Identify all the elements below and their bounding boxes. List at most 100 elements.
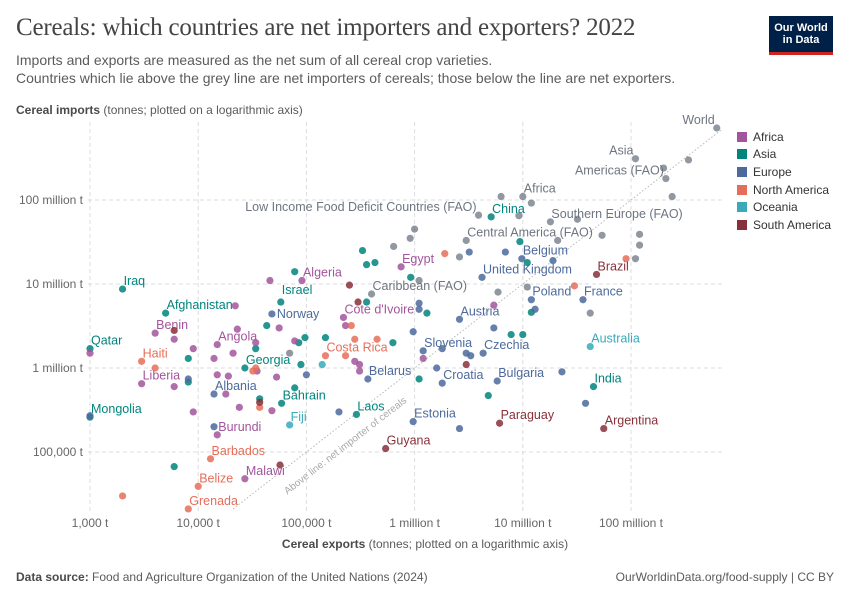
- data-point[interactable]: [138, 357, 146, 365]
- data-point[interactable]: [523, 283, 531, 291]
- data-point[interactable]: [321, 352, 330, 360]
- data-point[interactable]: [371, 258, 379, 267]
- data-point[interactable]: [278, 399, 286, 407]
- data-point[interactable]: [523, 258, 531, 267]
- data-point[interactable]: [256, 398, 264, 406]
- data-point[interactable]: [241, 364, 249, 372]
- data-point[interactable]: [291, 384, 299, 392]
- data-point[interactable]: [631, 155, 640, 163]
- data-point[interactable]: [589, 383, 598, 391]
- data-point[interactable]: [86, 412, 94, 420]
- data-point[interactable]: [586, 309, 594, 317]
- data-point[interactable]: [210, 423, 218, 431]
- data-point[interactable]: [479, 349, 487, 357]
- data-point[interactable]: [151, 329, 159, 337]
- data-point[interactable]: [189, 345, 197, 353]
- data-point[interactable]: [415, 299, 423, 307]
- data-point[interactable]: [277, 298, 285, 306]
- data-point[interactable]: [397, 263, 405, 271]
- data-point[interactable]: [286, 349, 294, 357]
- data-point[interactable]: [184, 505, 192, 513]
- data-point[interactable]: [224, 372, 232, 380]
- owid-logo[interactable]: Our World in Data: [769, 16, 833, 55]
- data-point[interactable]: [321, 334, 330, 342]
- data-point[interactable]: [527, 199, 535, 207]
- data-point[interactable]: [233, 325, 241, 333]
- data-point[interactable]: [170, 335, 178, 343]
- data-point[interactable]: [341, 321, 350, 330]
- data-point[interactable]: [554, 236, 562, 245]
- data-point[interactable]: [335, 408, 343, 416]
- data-point[interactable]: [170, 326, 178, 335]
- data-point[interactable]: [490, 324, 498, 332]
- data-point[interactable]: [256, 403, 264, 411]
- data-point[interactable]: [518, 255, 526, 263]
- data-point[interactable]: [519, 330, 527, 339]
- data-point[interactable]: [210, 390, 218, 398]
- data-point[interactable]: [659, 164, 668, 172]
- data-point[interactable]: [441, 250, 449, 258]
- data-point[interactable]: [210, 354, 218, 363]
- data-point[interactable]: [382, 444, 390, 453]
- data-point[interactable]: [272, 373, 281, 381]
- data-point[interactable]: [170, 463, 178, 471]
- data-point[interactable]: [302, 371, 310, 379]
- data-point[interactable]: [347, 321, 355, 330]
- data-point[interactable]: [297, 360, 305, 369]
- data-point[interactable]: [138, 380, 146, 388]
- footer-link[interactable]: OurWorldinData.org/food-supply | CC BY: [615, 570, 834, 584]
- data-point[interactable]: [581, 399, 590, 407]
- data-point[interactable]: [364, 375, 372, 383]
- data-point[interactable]: [493, 377, 501, 385]
- data-point[interactable]: [467, 352, 475, 360]
- data-point[interactable]: [354, 298, 362, 306]
- data-point[interactable]: [462, 236, 470, 245]
- data-point[interactable]: [358, 246, 367, 255]
- data-point[interactable]: [275, 324, 283, 332]
- legend-item[interactable]: Europe: [737, 163, 831, 181]
- data-point[interactable]: [487, 213, 495, 221]
- data-point[interactable]: [235, 403, 243, 411]
- data-point[interactable]: [455, 315, 464, 323]
- data-point[interactable]: [527, 296, 535, 304]
- data-point[interactable]: [291, 268, 299, 276]
- legend-item[interactable]: North America: [737, 181, 831, 199]
- data-point[interactable]: [515, 212, 523, 220]
- data-point[interactable]: [662, 174, 670, 183]
- data-point[interactable]: [409, 328, 417, 336]
- data-point[interactable]: [229, 349, 237, 357]
- data-point[interactable]: [495, 419, 504, 427]
- data-point[interactable]: [355, 360, 364, 369]
- data-point[interactable]: [301, 334, 309, 342]
- data-point[interactable]: [573, 215, 582, 223]
- data-point[interactable]: [241, 475, 249, 483]
- data-point[interactable]: [352, 410, 361, 419]
- data-point[interactable]: [622, 255, 630, 263]
- data-point[interactable]: [478, 273, 486, 281]
- data-point[interactable]: [415, 276, 423, 285]
- data-point[interactable]: [586, 342, 594, 351]
- data-point[interactable]: [252, 339, 260, 347]
- data-point[interactable]: [419, 347, 427, 355]
- legend-item[interactable]: South America: [737, 216, 831, 234]
- data-point[interactable]: [409, 418, 417, 426]
- data-point[interactable]: [252, 345, 260, 353]
- data-point[interactable]: [231, 302, 239, 310]
- data-point[interactable]: [465, 248, 473, 256]
- data-point[interactable]: [635, 230, 644, 238]
- data-point[interactable]: [362, 261, 371, 269]
- data-point[interactable]: [339, 313, 348, 322]
- data-point[interactable]: [406, 234, 414, 242]
- data-point[interactable]: [600, 424, 608, 433]
- data-point[interactable]: [598, 231, 606, 239]
- data-point[interactable]: [501, 248, 509, 256]
- data-point[interactable]: [298, 276, 306, 285]
- data-point[interactable]: [411, 225, 419, 233]
- data-point[interactable]: [291, 337, 299, 345]
- data-point[interactable]: [592, 270, 601, 279]
- legend-item[interactable]: Africa: [737, 128, 831, 146]
- data-point[interactable]: [162, 309, 170, 317]
- legend-item[interactable]: Asia: [737, 146, 831, 164]
- data-point[interactable]: [86, 349, 94, 357]
- data-point[interactable]: [184, 354, 192, 363]
